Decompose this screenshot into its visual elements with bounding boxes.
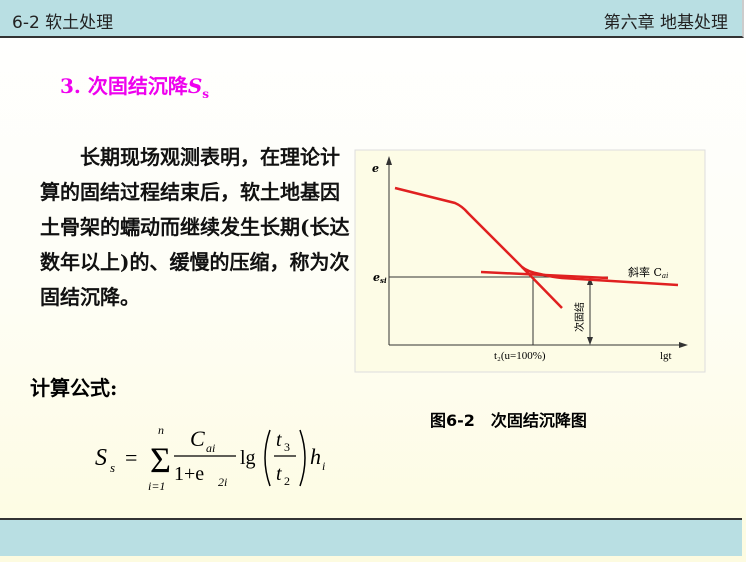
f-num-sub: ai: [206, 441, 215, 455]
slide-title: 3. 次固结沉降Ss: [60, 70, 209, 101]
formula-svg: S s = n Σ i=1 C ai 1+e 2i lg t 3 t 2 h i: [95, 423, 325, 493]
consolidation-curve: [394, 186, 679, 287]
f-t3: t: [276, 429, 282, 451]
f-t2: t: [276, 463, 282, 485]
f-sum-bottom: i=1: [148, 479, 165, 493]
f-num: C: [190, 426, 205, 451]
f-t2-sub: 2: [284, 474, 290, 488]
chapter-title: 第六章 地基处理: [603, 13, 728, 33]
arrow-down-icon: [587, 337, 593, 345]
f-lhs: S: [95, 445, 107, 471]
title-subscript: s: [202, 87, 210, 101]
title-text: 3. 次固结沉降: [60, 74, 188, 98]
f-eq: =: [125, 445, 137, 470]
arrow-up-icon: [587, 277, 593, 285]
t2-label: t₂(u=100%): [494, 350, 546, 362]
figure-frame: [354, 149, 706, 373]
f-lhs-sub: s: [110, 460, 115, 475]
y-axis-label: e: [372, 162, 379, 175]
f-lg: lg: [240, 447, 256, 469]
header-bar: 6-2 软土处理 第六章 地基处理: [0, 0, 744, 38]
f-den-sub: 2i: [218, 475, 227, 489]
f-h-sub: i: [322, 459, 325, 473]
body-paragraph: 长期现场观测表明，在理论计算的固结过程结束后，软土地基因土骨架的蠕动而继续发生长…: [40, 145, 350, 309]
f-h: h: [310, 444, 321, 469]
title-symbol: S: [187, 74, 203, 98]
primary-tangent: [521, 266, 563, 309]
x-arrow-icon: [679, 342, 688, 348]
f-t3-sub: 3: [284, 440, 290, 454]
secondary-tangent: [480, 270, 609, 280]
e-si-label: esi: [373, 271, 387, 285]
y-arrow-icon: [386, 156, 392, 165]
footer-bar: [0, 518, 742, 556]
f-sum-top: n: [158, 423, 164, 437]
secondary-label: 次固结: [573, 302, 586, 332]
formula-label: 计算公式:: [30, 376, 118, 400]
figure-caption: 图6-2 次固结沉降图: [430, 411, 587, 430]
section-title: 6-2 软土处理: [12, 13, 114, 33]
f-sigma: Σ: [150, 440, 171, 480]
f-den: 1+e: [174, 463, 204, 485]
slope-label: 斜率 Cai: [628, 265, 668, 280]
x-axis-label: lgt: [660, 350, 672, 362]
